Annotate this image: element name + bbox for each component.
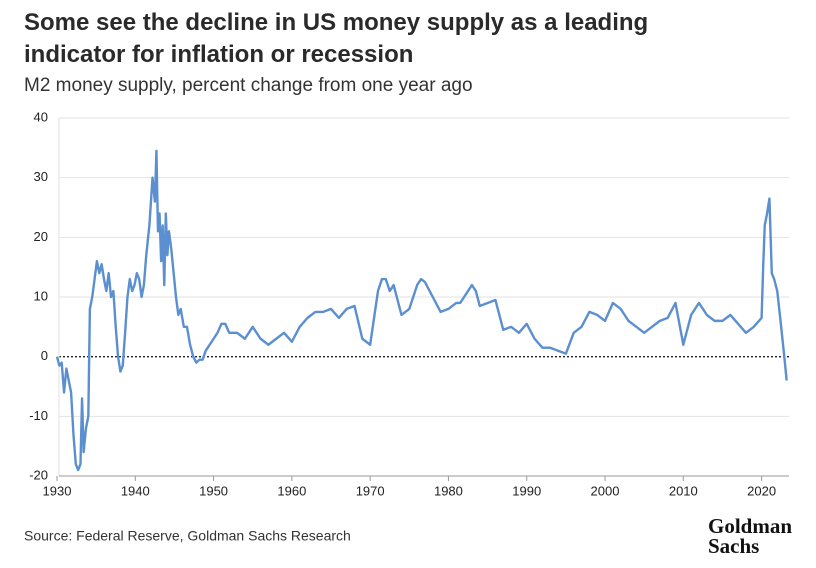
- x-tick-label: 2020: [747, 483, 776, 498]
- x-tick-label: 1990: [512, 483, 541, 498]
- y-tick-label: 40: [34, 109, 48, 124]
- chart-subtitle: M2 money supply, percent change from one…: [24, 75, 473, 96]
- logo: Sachs: [708, 534, 759, 558]
- y-tick-label: 20: [34, 229, 48, 244]
- x-tick-label: 1950: [199, 483, 228, 498]
- data-line: [55, 149, 788, 472]
- x-tick-label: 2000: [591, 483, 620, 498]
- x-tick-label: 1930: [43, 483, 72, 498]
- x-tick-label: 1980: [434, 483, 463, 498]
- y-tick-label: -20: [29, 467, 48, 482]
- source-note: Source: Federal Reserve, Goldman Sachs R…: [24, 528, 351, 544]
- y-tick-label: 10: [34, 288, 48, 303]
- y-tick-label: 30: [34, 169, 48, 184]
- chart-title: indicator for inflation or recession: [24, 41, 413, 68]
- x-tick-label: 1970: [356, 483, 385, 498]
- chart-title: Some see the decline in US money supply …: [24, 9, 648, 36]
- x-tick-label: 1960: [277, 483, 306, 498]
- x-tick-label: 1940: [121, 483, 150, 498]
- y-tick-label: -10: [29, 408, 48, 423]
- x-tick-label: 2010: [669, 483, 698, 498]
- y-tick-label: 0: [41, 348, 48, 363]
- logo: Goldman: [708, 514, 792, 538]
